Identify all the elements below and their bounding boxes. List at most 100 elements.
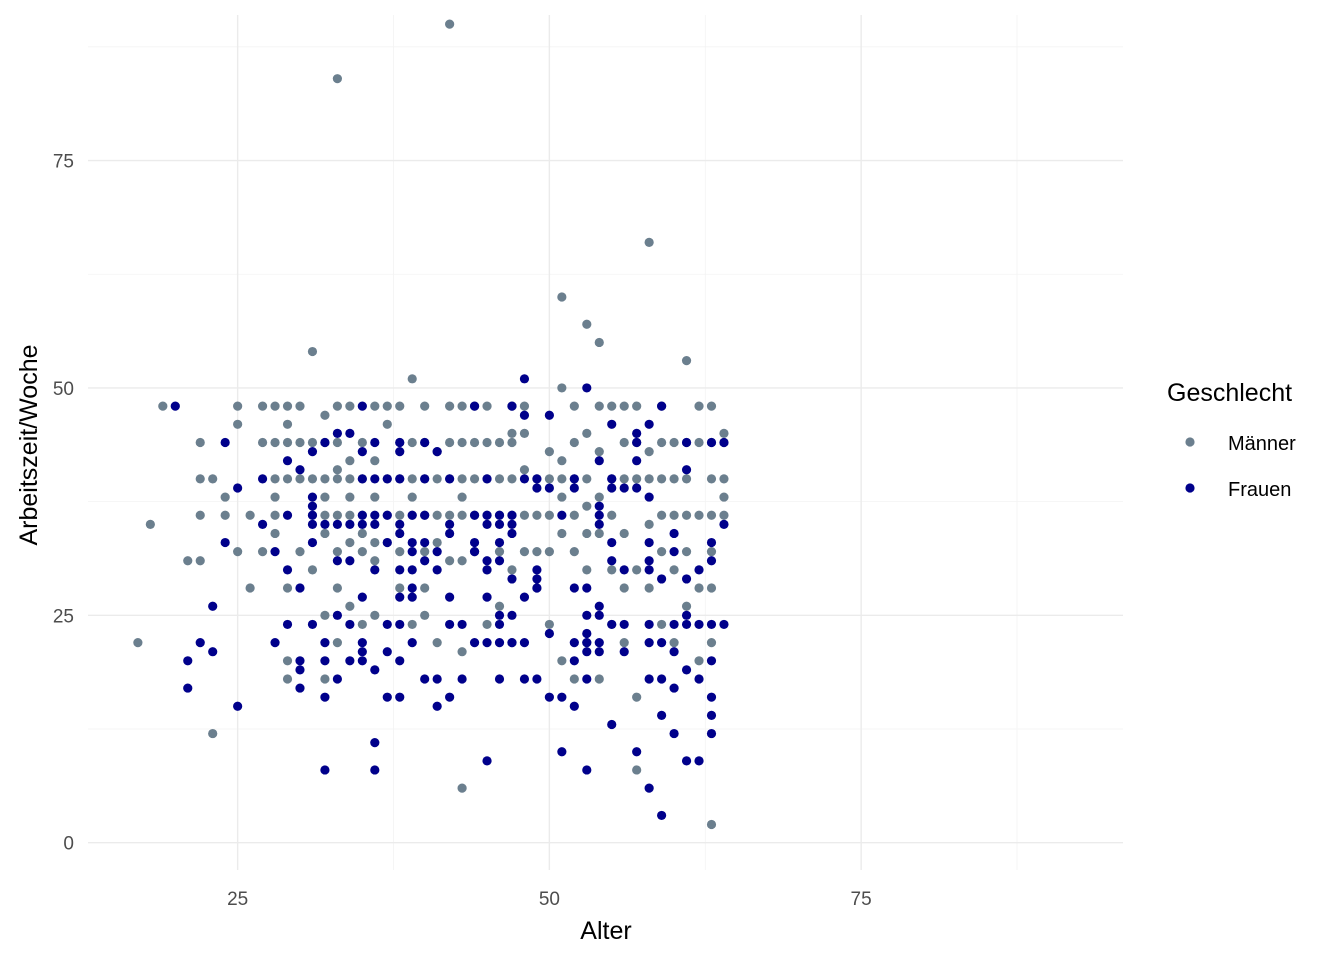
data-point-frauen xyxy=(594,610,604,620)
data-point-frauen xyxy=(307,537,318,548)
data-point-frauen xyxy=(681,756,692,766)
data-point-frauen xyxy=(644,565,654,575)
data-point-frauen xyxy=(594,601,604,611)
data-point-maenner xyxy=(519,465,530,475)
data-point-frauen xyxy=(282,619,293,630)
data-point-maenner xyxy=(257,437,268,448)
data-point-maenner xyxy=(557,383,567,393)
data-point-frauen xyxy=(706,537,717,548)
data-point-maenner xyxy=(332,437,342,448)
data-point-frauen xyxy=(644,556,654,566)
data-point-frauen xyxy=(619,483,629,493)
data-point-maenner xyxy=(295,437,305,448)
data-point-frauen xyxy=(445,619,455,630)
data-point-frauen xyxy=(519,474,530,484)
data-point-frauen xyxy=(407,565,417,575)
data-point-frauen xyxy=(681,665,692,675)
data-point-maenner xyxy=(395,401,405,411)
major-grid xyxy=(88,15,1123,870)
data-point-maenner xyxy=(208,474,218,484)
data-point-maenner xyxy=(407,374,417,384)
data-point-maenner xyxy=(282,419,293,429)
data-point-frauen xyxy=(307,492,318,502)
data-point-frauen xyxy=(519,374,530,384)
data-point-maenner xyxy=(557,492,567,502)
legend-label: Frauen xyxy=(1228,479,1291,501)
data-point-maenner xyxy=(220,492,230,502)
data-point-maenner xyxy=(332,547,342,557)
data-point-maenner xyxy=(619,437,629,448)
data-point-frauen xyxy=(569,701,579,711)
data-point-maenner xyxy=(332,638,342,648)
data-point-frauen xyxy=(569,474,579,484)
data-point-frauen xyxy=(469,510,480,520)
data-point-frauen xyxy=(295,465,305,475)
data-point-frauen xyxy=(694,756,704,766)
data-point-maenner xyxy=(457,437,467,448)
data-point-maenner xyxy=(582,428,592,439)
data-point-frauen xyxy=(457,674,467,684)
data-point-maenner xyxy=(706,510,717,520)
data-point-frauen xyxy=(208,647,218,657)
data-point-frauen xyxy=(482,565,492,575)
data-point-maenner xyxy=(307,346,318,357)
data-point-frauen xyxy=(457,619,467,630)
data-point-maenner xyxy=(644,583,654,593)
data-point-frauen xyxy=(544,483,554,493)
data-point-maenner xyxy=(233,401,243,411)
data-point-maenner xyxy=(233,547,243,557)
data-point-frauen xyxy=(183,656,193,666)
data-point-frauen xyxy=(582,383,592,393)
data-point-maenner xyxy=(507,565,517,575)
data-point-frauen xyxy=(719,619,729,630)
data-point-frauen xyxy=(519,674,530,684)
data-point-frauen xyxy=(282,565,293,575)
data-point-frauen xyxy=(307,619,318,630)
data-point-frauen xyxy=(669,647,679,657)
data-point-maenner xyxy=(457,401,467,411)
data-point-maenner xyxy=(345,601,355,611)
data-point-maenner xyxy=(320,674,330,684)
data-point-frauen xyxy=(607,537,617,548)
data-point-maenner xyxy=(607,565,617,575)
data-point-frauen xyxy=(395,692,405,702)
data-point-maenner xyxy=(669,565,679,575)
data-point-maenner xyxy=(619,528,629,539)
data-point-maenner xyxy=(569,547,579,557)
data-point-frauen xyxy=(257,519,268,529)
data-point-maenner xyxy=(507,437,517,448)
data-point-frauen xyxy=(395,619,405,630)
data-point-frauen xyxy=(395,437,405,448)
data-point-frauen xyxy=(607,556,617,566)
data-point-frauen xyxy=(694,565,704,575)
data-point-maenner xyxy=(544,510,554,520)
data-point-maenner xyxy=(657,474,667,484)
data-point-maenner xyxy=(619,401,629,411)
data-point-maenner xyxy=(644,474,654,484)
data-point-maenner xyxy=(270,510,280,520)
data-point-maenner xyxy=(320,492,330,502)
data-point-maenner xyxy=(183,556,193,566)
data-point-frauen xyxy=(170,401,180,411)
data-point-maenner xyxy=(282,437,293,448)
data-point-maenner xyxy=(544,619,554,630)
data-point-maenner xyxy=(332,465,342,475)
data-point-maenner xyxy=(706,547,717,557)
data-point-frauen xyxy=(594,510,604,520)
data-point-maenner xyxy=(257,401,268,411)
data-point-frauen xyxy=(320,656,330,666)
data-point-maenner xyxy=(395,583,405,593)
data-point-maenner xyxy=(681,601,692,611)
data-point-frauen xyxy=(445,519,455,529)
data-point-frauen xyxy=(370,765,380,775)
data-point-frauen xyxy=(706,556,717,566)
x-tick-label: 50 xyxy=(539,889,560,910)
data-point-frauen xyxy=(420,437,430,448)
data-point-frauen xyxy=(619,647,629,657)
data-point-maenner xyxy=(407,492,417,502)
data-point-frauen xyxy=(445,592,455,602)
data-point-frauen xyxy=(681,465,692,475)
data-point-frauen xyxy=(669,528,679,539)
data-point-frauen xyxy=(494,519,505,529)
data-point-maenner xyxy=(619,638,629,648)
